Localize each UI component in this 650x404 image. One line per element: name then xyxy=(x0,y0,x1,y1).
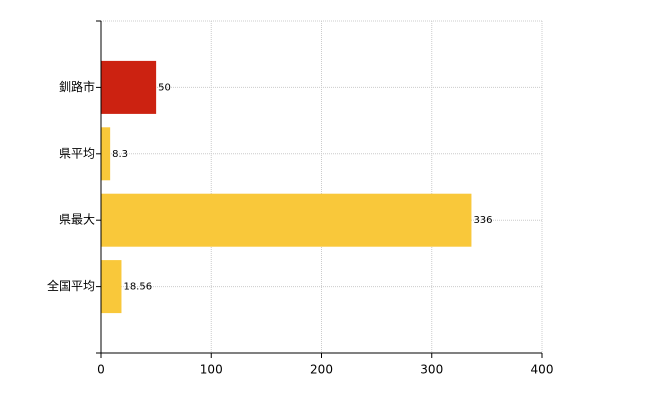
value-label: 50 xyxy=(158,82,171,93)
bar xyxy=(101,193,472,247)
bar xyxy=(101,260,122,314)
value-label: 336 xyxy=(473,215,492,226)
y-tick-label: 全国平均 xyxy=(47,278,95,293)
x-tick-label: 0 xyxy=(97,363,105,377)
bar xyxy=(101,127,111,181)
x-tick-label: 100 xyxy=(200,363,223,377)
x-tick-label: 400 xyxy=(531,363,554,377)
y-tick-label: 県最大 xyxy=(59,213,95,227)
value-label: 8.3 xyxy=(112,149,128,160)
value-label: 18.56 xyxy=(123,282,152,293)
y-tick-label: 釧路市 xyxy=(59,79,95,94)
x-tick-label: 300 xyxy=(420,363,443,377)
y-tick-label: 県平均 xyxy=(59,146,95,160)
bar xyxy=(101,60,157,114)
x-tick-label: 200 xyxy=(310,363,333,377)
